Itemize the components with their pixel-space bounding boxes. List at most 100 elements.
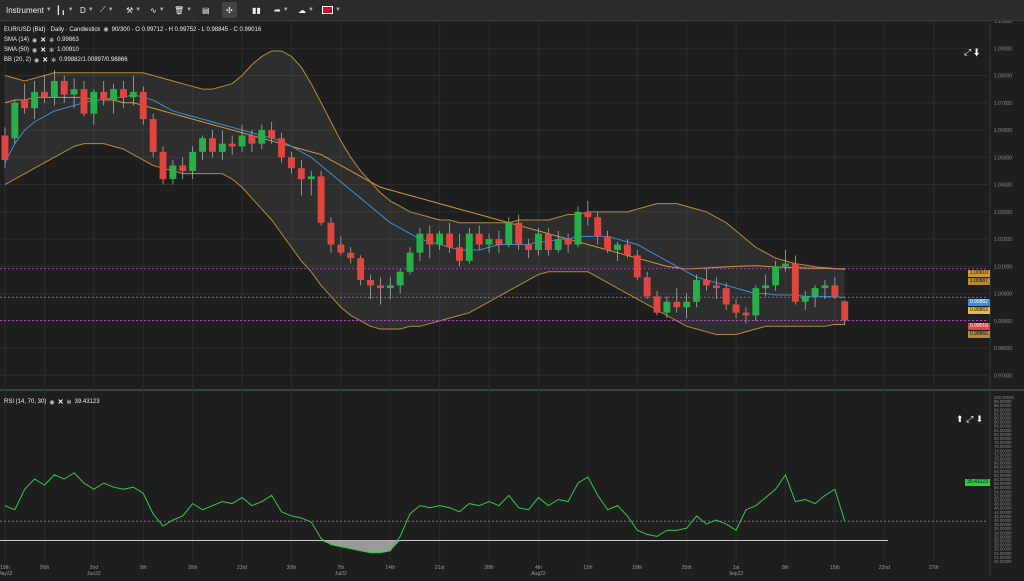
main-pane-bg [0,21,1024,389]
layout-icon[interactable]: ▤ [202,5,210,15]
candle-body [367,279,374,286]
candle-body [683,301,691,308]
x-tick-label: 26th [40,565,50,571]
gear-icon[interactable]: ✻ [66,399,72,406]
rsi-tick-label: 74.00000 [994,448,1012,453]
candle-body [50,80,58,98]
eye-icon[interactable]: ◉ [34,57,40,64]
rsi-tick-label: 24.00000 [994,551,1012,556]
candle-body [41,91,48,98]
close-icon[interactable]: ✕ [42,57,49,64]
candle-body [663,301,671,313]
close-icon[interactable]: ✕ [57,399,64,406]
y-tick-label: 1.00000 [994,292,1012,298]
period-menu[interactable]: D ▼ [80,5,94,15]
y-tick-label: 1.02000 [994,237,1012,243]
candle-body [831,285,839,297]
candle-body [278,138,286,158]
expand-icon[interactable]: ✣ [222,2,237,18]
candle-body [169,165,177,180]
trash-icon[interactable]: 🗑 ▼ [174,5,193,15]
candle-body [416,233,424,253]
bar-chart-icon[interactable]: ▮▮ [252,5,261,15]
share-arrow-icon[interactable]: ➦ ▼ [274,5,289,15]
uk-flag-icon[interactable]: ▼ [322,2,341,18]
candle-body [159,151,167,180]
bollinger-upper-line [4,50,845,270]
candle-body [653,296,661,313]
candle-body [604,236,612,250]
eye-icon[interactable]: ◉ [49,399,55,406]
rsi-tick-label: 26.00000 [994,547,1012,552]
x-tick-label: 25th [682,565,692,571]
y-tick-label: 1.05000 [994,155,1012,161]
candle-body [702,279,710,286]
candle-body [199,138,206,152]
candle-body [554,239,562,250]
rsi-tick-label: 84.00000 [994,428,1012,433]
arrow-up-icon[interactable]: ⬆ [956,414,964,424]
tools-icon[interactable]: ⚒ ▼ [126,5,142,15]
gear-icon[interactable]: ✻ [49,37,55,44]
candle-body [465,233,473,261]
curve-icon[interactable]: ∿ ▼ [150,5,165,15]
rsi-tick-label: 48.00000 [994,502,1012,507]
candle-body [347,252,355,259]
x-tick-label: 18th [632,565,642,571]
y-tick-label: 1.04000 [994,183,1012,189]
rsi-tick-label: 30.00000 [994,539,1012,544]
rsi-pane-controls: ⬆ ⤢ ⬇ [956,414,983,425]
candle-body [495,239,503,245]
sma50-label: SMA (50) [4,47,30,53]
eye-icon[interactable]: ◉ [32,37,38,44]
arrow-down-icon[interactable]: ⬇ [973,47,980,57]
price-chart[interactable]: 1.10000 1.09000 1.08000 1.07000 1.06000 1.050… [0,19,1024,577]
resize-icon[interactable]: ⤢ [966,414,974,424]
candle-body [357,258,365,280]
candle-body [307,176,315,180]
candle-body [564,239,572,245]
y-tick-label: 0.98000 [994,346,1012,352]
y-tick-label: 1.01000 [994,264,1012,270]
arrow-down-icon[interactable]: ⬇ [975,414,984,424]
rsi-price-tag: 39.43123 [965,479,990,486]
candle-body [189,151,197,171]
candle-body [535,233,542,250]
bb-label: BB (20, 2) [4,57,32,63]
rsi-tick-label: 62.00000 [994,473,1012,478]
rsi-tick-label: 82.00000 [994,432,1012,437]
candle-body [782,263,789,267]
candle-body [752,288,760,316]
pencil-line-icon[interactable]: ⟋ ▼ [100,5,114,14]
candlestick-icon[interactable]: ┃╻ ▼ [56,5,74,15]
eye-icon[interactable]: ◉ [32,47,38,54]
x-tick-label: 19th [0,565,10,571]
candle-body [337,244,345,253]
close-icon[interactable]: ✕ [40,47,47,54]
x-tick-label: 27th [929,565,939,571]
x-tick-label: 22nd [879,565,890,571]
instrument-menu[interactable]: Instrument ▼ [6,2,52,18]
candle-body [258,130,266,144]
rsi-tick-label: 68.00000 [994,461,1012,466]
candle-body [594,217,602,237]
x-tick-label: 7th [337,565,344,571]
candle-body [297,168,305,180]
gear-icon[interactable]: ✻ [49,47,55,54]
candle-body [80,89,88,114]
rsi-tick-label: 92.00000 [994,411,1012,416]
candle-body [742,312,750,316]
candle-body [60,80,68,95]
weather-icon[interactable]: ☁ ▼ [298,5,314,15]
gear-icon[interactable]: ✻ [51,57,57,64]
candle-body [475,233,483,245]
resize-icon[interactable]: ⤢ [964,47,972,57]
bb-value: 0.99882/1.00897/0.98866 [59,57,128,63]
x-tick-sublabel: Jun22 [87,571,101,576]
x-tick-label: 4th [535,565,542,571]
candle-body [446,233,453,248]
eye-icon[interactable]: ◉ [103,27,109,33]
x-tick-label: 8th [782,565,789,571]
close-icon[interactable]: ✕ [40,37,47,44]
rsi-tick-label: 78.00000 [994,440,1012,445]
